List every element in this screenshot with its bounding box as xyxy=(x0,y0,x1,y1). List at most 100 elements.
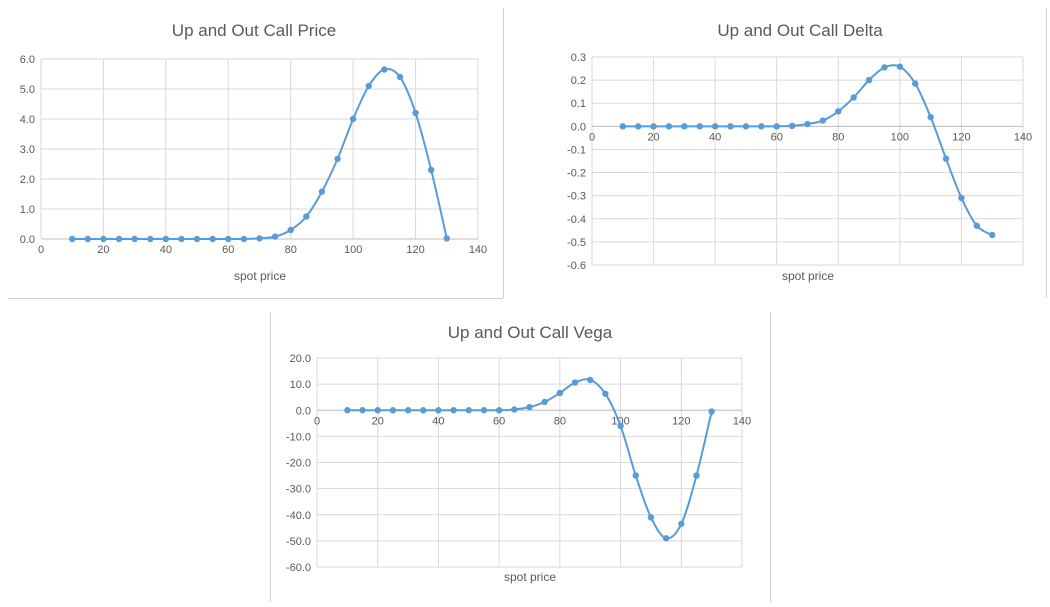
data-point xyxy=(711,123,719,130)
data-point xyxy=(374,407,381,414)
x-tick-label: 40 xyxy=(709,131,721,143)
data-point xyxy=(443,235,450,242)
data-point xyxy=(742,123,750,130)
x-tick-label: 120 xyxy=(406,244,424,256)
x-tick-label: 40 xyxy=(432,415,444,427)
data-point xyxy=(344,407,351,414)
x-tick-label: 140 xyxy=(469,244,487,256)
data-point xyxy=(147,235,154,243)
x-tick-label: 0 xyxy=(38,244,44,256)
y-tick-label: -0.2 xyxy=(567,168,586,180)
y-tick-label: -10.0 xyxy=(286,431,311,443)
data-point xyxy=(989,231,996,239)
data-point xyxy=(556,389,564,397)
price-chart: Up and Out Call Price 0.0 1.0 2.0 3.0 4.0 5.0… xyxy=(20,21,487,283)
data-point xyxy=(359,407,366,414)
data-point xyxy=(678,520,685,528)
chart-panel-price: Up and Out Call Price 0.0 1.0 2.0 3.0 4.0 5.0… xyxy=(8,8,498,293)
data-point xyxy=(349,115,357,123)
data-point xyxy=(619,123,626,130)
x-tick-label: 100 xyxy=(891,131,909,143)
y-tick-label: -50.0 xyxy=(286,536,311,548)
data-point xyxy=(435,407,442,414)
x-tick-label: 0 xyxy=(589,131,595,143)
data-point xyxy=(804,120,811,128)
data-point xyxy=(480,407,488,414)
y-tick-label: 2.0 xyxy=(20,174,35,186)
series-line xyxy=(72,68,448,241)
x-tick-label: 40 xyxy=(160,244,172,256)
data-point xyxy=(100,235,107,243)
data-point xyxy=(634,123,642,130)
data-point xyxy=(881,64,888,71)
x-tick-label: 60 xyxy=(222,244,234,256)
data-point xyxy=(511,406,518,413)
y-tick-label: 0.2 xyxy=(571,75,586,87)
data-point xyxy=(602,390,609,397)
y-tick-label: -0.1 xyxy=(567,144,586,156)
y-tick-label: 0.1 xyxy=(571,98,586,110)
x-tick-label: 100 xyxy=(344,244,362,256)
x-tick-label: 20 xyxy=(97,244,109,256)
y-tick-label: -0.5 xyxy=(567,237,586,249)
data-point xyxy=(495,407,503,414)
x-axis-label: spot price xyxy=(782,269,834,283)
data-point xyxy=(650,123,657,130)
series-line xyxy=(622,64,993,236)
data-point xyxy=(420,407,427,414)
data-point xyxy=(412,109,419,117)
data-point xyxy=(225,235,232,243)
data-point xyxy=(465,407,472,414)
data-point xyxy=(162,235,170,243)
vega-chart: Up and Out Call Vega 20.0 10.0 0.0 -10.0 -20… xyxy=(286,323,751,584)
data-point xyxy=(427,166,435,174)
data-point xyxy=(541,398,548,406)
x-tick-label: 20 xyxy=(372,415,384,427)
data-point xyxy=(696,123,703,130)
y-tick-label: 0.3 xyxy=(571,52,586,64)
y-tick-label: 4.0 xyxy=(20,114,35,126)
y-tick-label: -0.6 xyxy=(567,260,586,272)
data-point xyxy=(850,94,857,101)
data-point xyxy=(69,235,76,243)
data-point xyxy=(788,122,796,130)
y-tick-label: 1.0 xyxy=(20,204,35,216)
data-point xyxy=(693,472,700,479)
data-point xyxy=(526,403,533,411)
data-point xyxy=(912,80,919,87)
data-point xyxy=(942,155,950,162)
data-point xyxy=(819,117,827,124)
data-point xyxy=(973,222,981,229)
data-point xyxy=(665,123,673,130)
frame-divider-top-left-right xyxy=(503,8,504,298)
x-tick-label: 140 xyxy=(733,415,751,427)
y-tick-label: 20.0 xyxy=(290,353,311,365)
data-point xyxy=(571,379,579,386)
y-tick-label: -40.0 xyxy=(286,510,311,522)
y-tick-label: 0.0 xyxy=(20,234,35,246)
y-tick-label: -60.0 xyxy=(286,562,311,574)
data-point xyxy=(193,235,201,243)
frame-divider-bottom-mid-left xyxy=(270,312,271,602)
y-tick-label: 6.0 xyxy=(20,54,35,66)
data-point xyxy=(334,155,341,163)
data-point xyxy=(365,82,372,90)
data-point xyxy=(240,235,248,243)
x-tick-label: 80 xyxy=(554,415,566,427)
data-point xyxy=(758,123,765,130)
data-point xyxy=(708,408,715,415)
data-point xyxy=(178,235,185,243)
chart-title: Up and Out Call Price xyxy=(172,21,336,40)
chart-panel-vega: Up and Out Call Vega 20.0 10.0 0.0 -10.0 -20… xyxy=(276,316,766,601)
chart-panel-delta: Up and Out Call Delta 0.3 0.2 0.1 0.0 -0.1 -0… xyxy=(520,8,1042,293)
data-point xyxy=(681,123,688,130)
y-tick-label: 0.0 xyxy=(571,121,586,133)
x-tick-label: 20 xyxy=(647,131,659,143)
data-point xyxy=(256,235,263,242)
data-point xyxy=(303,213,310,220)
y-tick-label: 10.0 xyxy=(290,379,311,391)
frame-divider-bottom-mid-right xyxy=(770,312,771,602)
data-point xyxy=(632,472,639,479)
data-point xyxy=(381,66,388,73)
data-point xyxy=(617,422,624,430)
